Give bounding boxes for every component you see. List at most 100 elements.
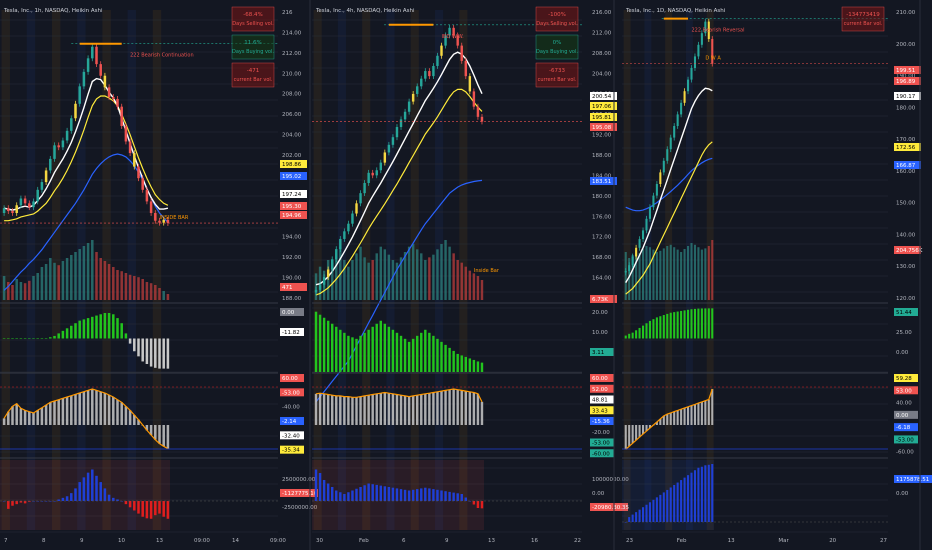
osc2-bar [448, 389, 451, 425]
osc2-bar [371, 394, 374, 425]
volume-bar [676, 249, 679, 300]
session-band [77, 10, 86, 530]
osc1-bar [158, 338, 161, 369]
osc3-bar [416, 489, 419, 501]
price-tag-label: 471 [282, 285, 293, 291]
price-tag-label: 166.87 [896, 163, 916, 169]
volume-bar [631, 255, 634, 300]
osc3-bar [367, 483, 370, 501]
osc2-bar [49, 402, 52, 425]
osc3-bar [351, 490, 354, 501]
osc1-bar [476, 361, 480, 372]
chart-title: Tesla, Inc., 4h, NASDAQ, Heikin Ashi [315, 8, 415, 14]
osc2-bar [676, 410, 679, 425]
osc1-bar [638, 327, 641, 339]
osc2-bar [638, 425, 641, 438]
x-axis-label: 10 [118, 538, 125, 544]
price-tag [280, 283, 307, 291]
osc2-bar [420, 394, 423, 425]
volume-bar [355, 253, 358, 300]
osc1-bar [44, 338, 48, 339]
candle [424, 71, 427, 79]
osc1-bar [411, 338, 415, 372]
osc2-bar [416, 395, 419, 425]
candle [662, 160, 665, 173]
osc1-bar [162, 338, 165, 369]
volume-bar [648, 247, 651, 300]
volume-bar [347, 266, 350, 300]
price-tick-label: 176.00 [592, 214, 612, 220]
volume-bar [436, 249, 439, 300]
osc3-bar [166, 501, 170, 519]
osc1-bar [322, 317, 326, 372]
candle [472, 91, 476, 107]
candle [149, 201, 153, 213]
osc2-bar [391, 393, 395, 425]
session-band [26, 10, 36, 530]
osc1-bar [103, 312, 107, 339]
price-tick-label: 192.00 [282, 255, 302, 261]
price-tick-label: 200.00 [896, 42, 916, 48]
candle [635, 247, 638, 257]
osc2-bar [428, 393, 431, 425]
osc3-bar [444, 491, 447, 501]
stat-box [535, 6, 579, 32]
volume-bar [468, 270, 472, 300]
osc1-tag-label: 3.11 [592, 350, 604, 356]
candle [133, 153, 136, 167]
candle [166, 219, 170, 224]
osc1-bar [424, 329, 427, 372]
price-tick-label: 216.00 [592, 10, 612, 16]
volume-bar [395, 262, 399, 300]
osc3-bar [693, 470, 696, 522]
osc1-bar [166, 338, 170, 369]
osc1-bar [669, 312, 672, 339]
osc1-bar [407, 341, 411, 372]
volume-bar [40, 267, 44, 300]
osc3-bar [145, 501, 149, 519]
osc3-bar [28, 501, 31, 502]
candle [40, 182, 44, 190]
price-tick-label: 210.00 [282, 71, 302, 77]
candle [86, 58, 90, 72]
osc3-bar [154, 501, 157, 516]
stat-box [535, 62, 579, 88]
osc1-bar [318, 314, 322, 372]
stat-label: Days Selling vol. [232, 21, 274, 27]
osc2-tag-label: -6.18 [896, 425, 911, 431]
candle [628, 265, 631, 271]
osc1-bar [387, 326, 391, 372]
price-tag-label: 194.96 [282, 213, 302, 219]
osc1-bar [137, 338, 140, 357]
osc3-bar [707, 464, 710, 522]
osc2-bar [133, 415, 136, 425]
osc3-bar [697, 467, 700, 522]
volume-bar [440, 244, 443, 300]
price-tag [280, 202, 307, 210]
volume-bar [28, 280, 31, 300]
volume-bar [476, 276, 480, 300]
volume-bar [70, 255, 73, 300]
x-axis-label: 14 [232, 538, 239, 544]
stat-box [231, 6, 275, 32]
price-tag-label: 195.81 [592, 115, 611, 121]
osc3-bar [436, 489, 439, 501]
pattern-annotation: IBD W.W. [442, 34, 465, 40]
candle [124, 126, 128, 142]
candle [659, 172, 662, 184]
price-tick-label: 184.00 [592, 173, 612, 179]
candle [460, 45, 463, 61]
osc3-bar [480, 501, 484, 509]
candle [399, 119, 403, 128]
price-tick-label: 180.00 [592, 194, 612, 200]
osc2-tag-label: -32.40 [282, 433, 300, 439]
osc2-bar [61, 398, 65, 425]
volume-bar [78, 249, 81, 300]
osc3-bar [99, 482, 102, 501]
osc2-bar [91, 389, 94, 425]
osc2-bar [359, 396, 362, 425]
volume-bar [444, 240, 447, 300]
candle [436, 55, 439, 66]
osc1-tag-label: 0.00 [896, 350, 909, 356]
osc3-bar [460, 494, 463, 501]
